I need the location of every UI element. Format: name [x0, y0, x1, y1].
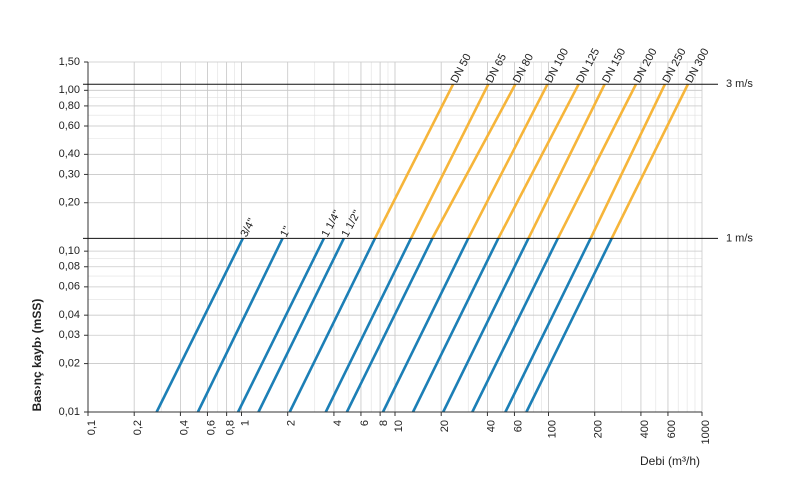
reference-label: 3 m/s [726, 78, 753, 90]
x-tick-label: 0,1 [86, 420, 98, 435]
y-tick-label: 0,80 [59, 100, 80, 112]
pipe-line [525, 237, 613, 413]
series-label: DN 50 [449, 52, 474, 85]
x-tick-label: 2 [286, 420, 298, 426]
y-tick-label: 0,01 [59, 406, 80, 418]
pipe-line [497, 83, 580, 240]
series-label: 1 1/2'' [339, 208, 363, 239]
x-tick-label: 10 [393, 420, 405, 432]
x-axis-label: Debi (m³/h) [640, 454, 700, 468]
pipe-line [257, 237, 345, 413]
x-tick-label: 100 [546, 420, 558, 438]
pipe-line [236, 237, 326, 413]
y-tick-label: 0,10 [59, 245, 80, 257]
x-tick-label: 0,2 [132, 420, 144, 435]
x-tick-label: 40 [485, 420, 497, 432]
x-tick-label: 600 [666, 420, 678, 438]
y-tick-label: 0,60 [59, 120, 80, 132]
y-tick-label: 1,00 [59, 84, 80, 96]
x-tick-label: 8 [378, 420, 390, 426]
pipe-line [373, 83, 455, 240]
x-tick-label: 0,8 [225, 420, 237, 435]
y-tick-label: 0,03 [59, 329, 80, 341]
pipe-line [345, 237, 434, 413]
reference-label: 1 m/s [726, 232, 753, 244]
pipe-line [288, 237, 377, 413]
x-tick-label: 0,6 [205, 420, 217, 435]
plot [155, 83, 690, 413]
pipe-line [409, 83, 490, 240]
grid [87, 61, 703, 413]
pipe-line [467, 83, 549, 240]
pipe-line [431, 83, 517, 240]
y-tick-label: 0,30 [59, 168, 80, 180]
y-tick-label: 0,20 [59, 197, 80, 209]
y-tick-label: 0,04 [59, 309, 80, 321]
series-label: DN 125 [574, 47, 602, 86]
x-tick-label: 1 [239, 420, 251, 426]
pipe-line [589, 83, 667, 239]
y-axis-label: Bas›nç kayb› (mSS) [30, 299, 44, 412]
pipe-line [471, 237, 559, 413]
x-tick-label: 1000 [700, 420, 712, 444]
series-label: DN 150 [600, 47, 628, 86]
x-tick-label: 20 [439, 420, 451, 432]
pipe-line [556, 83, 638, 240]
y-tick-label: 0,08 [59, 261, 80, 273]
y-tick-label: 1,50 [59, 56, 80, 68]
x-tick-label: 60 [512, 420, 524, 432]
pipe-line [411, 237, 500, 413]
x-tick-label: 0,4 [178, 420, 190, 435]
pipe-line [196, 237, 284, 413]
pipe-line [324, 237, 413, 413]
x-tick-label: 200 [593, 420, 605, 438]
pipe-line [610, 83, 690, 240]
y-tick-label: 0,40 [59, 148, 80, 160]
pipe-line [155, 237, 244, 413]
series-label: DN 100 [543, 47, 571, 86]
pipe-line [442, 237, 530, 413]
x-tick-label: 6 [359, 420, 371, 426]
pipe-line [527, 83, 606, 240]
x-tick-label: 4 [332, 420, 344, 426]
series-label: DN 200 [632, 47, 660, 86]
pipe-line [504, 237, 592, 413]
y-tick-label: 0,02 [59, 357, 80, 369]
y-tick-label: 0,06 [59, 281, 80, 293]
series-label: 1'' [278, 224, 293, 239]
x-tick-label: 400 [639, 420, 651, 438]
pipe-line [381, 237, 470, 413]
